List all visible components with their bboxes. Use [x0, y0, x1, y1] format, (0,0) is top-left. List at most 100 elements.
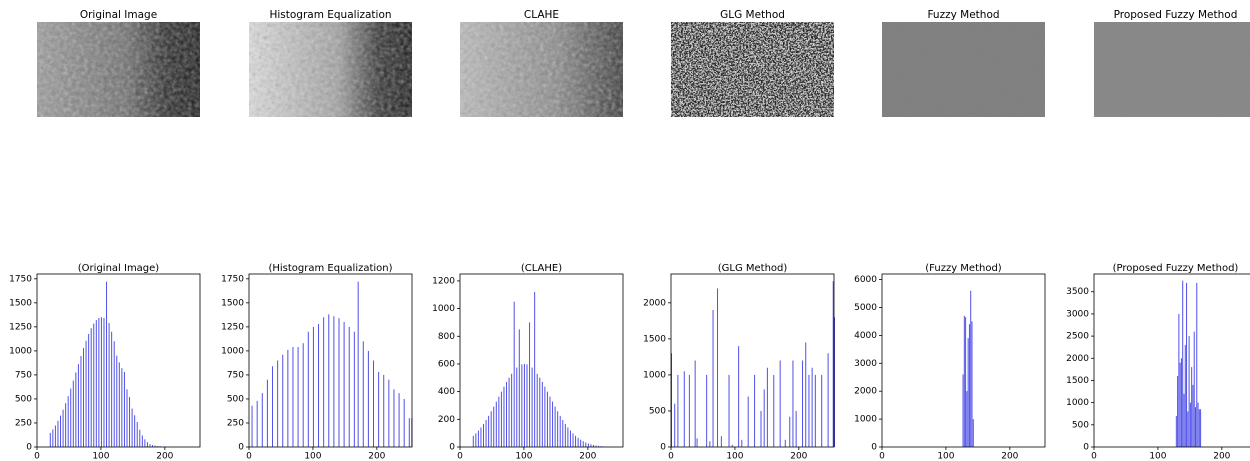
bar [747, 396, 749, 447]
image-texture [671, 22, 834, 117]
y-tick-label: 1500 [9, 298, 32, 308]
bar [338, 318, 340, 447]
y-tick-label: 5000 [854, 303, 877, 313]
bar [266, 379, 268, 447]
y-tick-label: 1750 [9, 274, 32, 284]
bar [821, 374, 823, 447]
bar [1188, 336, 1190, 447]
bar [1186, 282, 1188, 447]
bar [70, 388, 72, 447]
bar [1184, 344, 1186, 447]
bar [475, 433, 477, 447]
bar [100, 317, 102, 447]
y-tick-label: 1500 [1066, 376, 1089, 386]
bar [529, 322, 531, 447]
bar [832, 281, 834, 447]
y-tick-label: 400 [438, 387, 455, 397]
bar [1177, 376, 1179, 447]
bar [131, 408, 133, 447]
bar [480, 427, 482, 447]
bar [477, 430, 479, 447]
bar [968, 324, 970, 447]
bar [595, 445, 597, 447]
bar [357, 281, 359, 447]
bar [564, 423, 566, 447]
bar [585, 442, 587, 447]
bar [85, 340, 87, 447]
axes-frame [36, 273, 201, 448]
bar [508, 377, 510, 447]
bar [1187, 411, 1189, 447]
bar [683, 371, 685, 447]
y-tick-label: 0 [871, 443, 877, 453]
bar [598, 445, 600, 447]
bar [671, 353, 672, 447]
bar [67, 396, 69, 447]
bar [139, 429, 141, 447]
bar [362, 341, 364, 447]
y-tick-label: 0 [26, 443, 32, 453]
bar [518, 329, 520, 447]
bar [779, 360, 781, 447]
bar [696, 438, 698, 447]
y-tick-label: 3500 [1066, 287, 1089, 297]
y-tick-label: 800 [438, 332, 455, 342]
bar [72, 380, 74, 447]
bar [398, 393, 400, 447]
bar [98, 317, 100, 447]
bar [157, 446, 159, 447]
y-tick-label: 0 [660, 443, 666, 453]
bar [580, 439, 582, 447]
bar [717, 288, 719, 447]
bar [760, 410, 762, 447]
y-tick-label: 1250 [9, 322, 32, 332]
bar [129, 397, 131, 447]
bar [123, 372, 125, 447]
y-tick-label: 750 [227, 370, 244, 380]
bar [559, 415, 561, 447]
bar [962, 374, 964, 447]
bar [590, 444, 592, 447]
x-tick-label: 0 [246, 452, 252, 461]
chart-title: (CLAHE) [521, 263, 562, 274]
image-title: Original Image [80, 9, 157, 21]
bar [531, 367, 533, 447]
bar [569, 430, 571, 447]
bar [971, 321, 973, 447]
x-tick-label: 100 [92, 452, 109, 461]
bar [126, 389, 128, 447]
bar [808, 374, 810, 447]
axes-frame [1093, 273, 1250, 448]
bar [965, 317, 967, 447]
y-tick-label: 3000 [854, 359, 877, 369]
bar [587, 443, 589, 447]
bar [282, 354, 284, 447]
bar [728, 374, 730, 447]
bar [795, 410, 797, 447]
bar [763, 389, 765, 447]
bar [251, 405, 253, 447]
bar [1191, 367, 1193, 447]
bar [506, 381, 508, 447]
chart-title: (GLG Method) [718, 263, 788, 274]
bar [493, 406, 495, 447]
bar [1197, 402, 1199, 447]
y-tick-label: 250 [15, 418, 32, 428]
bar [149, 444, 151, 447]
y-tick-label: 1000 [9, 346, 32, 356]
image-title: Histogram Equalization [269, 9, 391, 21]
x-tick-label: 0 [668, 452, 674, 461]
bar [485, 420, 487, 447]
y-tick-label: 4000 [854, 331, 877, 341]
bar [57, 420, 59, 447]
y-tick-label: 200 [438, 415, 455, 425]
bar [77, 364, 79, 447]
bar [90, 328, 92, 447]
x-tick-label: 200 [579, 452, 596, 461]
bar [674, 403, 676, 447]
image-texture [1094, 22, 1250, 117]
bar [731, 444, 733, 447]
x-tick-label: 200 [790, 452, 807, 461]
x-tick-label: 100 [937, 452, 954, 461]
